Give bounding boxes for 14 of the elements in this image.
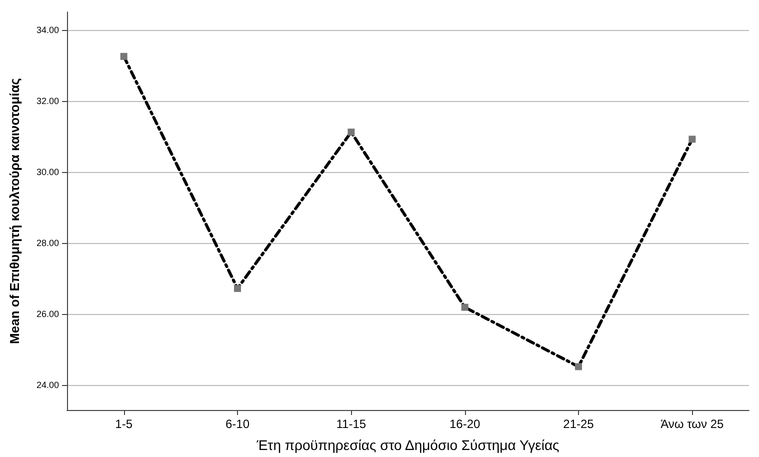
x-tick-label: Άνω των 25 (660, 417, 724, 431)
y-tick-label: 30.00 (36, 166, 59, 177)
x-tick-label: 11-15 (336, 417, 366, 431)
x-tick-label: 6-10 (225, 417, 250, 431)
x-axis-title: Έτη προϋπηρεσίας στο Δημόσιο Σύστημα Υγείας (256, 437, 560, 453)
x-tick-label: 21-25 (563, 417, 594, 431)
y-tick-label: 32.00 (36, 96, 59, 106)
y-tick-label: 24.00 (36, 380, 59, 390)
y-tick-label: 26.00 (36, 309, 59, 320)
y-tick-label: 28.00 (36, 238, 59, 248)
y-tick-label: 34.00 (36, 24, 59, 35)
x-tick-label: 16-20 (449, 417, 480, 431)
x-tick-label: 1-5 (115, 417, 133, 431)
y-axis-title: Mean of Επιθυμητή κουλτούρα καινοτομίας (7, 78, 22, 344)
